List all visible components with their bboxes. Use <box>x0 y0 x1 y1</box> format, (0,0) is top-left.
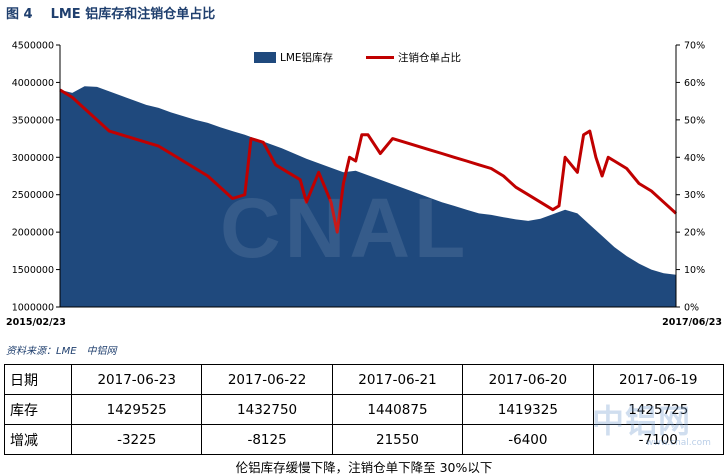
x-start-label: 2015/02/23 <box>6 317 66 328</box>
table-cell: 2017-06-21 <box>331 364 464 395</box>
left-tick-label: 4500000 <box>12 41 54 52</box>
figure-number: 图 4 <box>6 7 33 22</box>
right-tick-label: 20% <box>684 228 705 239</box>
table-cell: 1425725 <box>592 394 725 425</box>
caption: 伦铝库存缓慢下降，注销仓单下降至 30%以下 <box>235 460 493 475</box>
table-cell: -3225 <box>70 424 203 455</box>
table-cell: -6400 <box>462 424 594 455</box>
legend-area-swatch <box>254 52 276 63</box>
left-tick-label: 4000000 <box>12 78 54 89</box>
right-tick-label: 30% <box>684 190 705 201</box>
left-tick-label: 1000000 <box>12 303 54 314</box>
figure-title: 图 4 LME 铝库存和注销仓单占比 <box>6 3 215 22</box>
legend-line-label: 注销仓单占比 <box>398 51 461 64</box>
table-cell: 2017-06-23 <box>70 364 203 395</box>
table-row: 增减 -3225 -8125 21550 -6400 -7100 <box>4 424 725 455</box>
right-tick-label: 70% <box>684 41 705 52</box>
left-tick-label: 3000000 <box>12 153 54 164</box>
inventory-area <box>60 86 676 307</box>
table-cell: 1429525 <box>70 394 203 425</box>
logo-url: www.cnal.com <box>646 438 711 448</box>
table-row: 库存 1429525 1432750 1440875 1419325 1425725 <box>4 394 725 425</box>
right-tick-label: 60% <box>684 78 705 89</box>
data-table: 日期 2017-06-23 2017-06-22 2017-06-21 2017-06-… <box>4 364 725 455</box>
table-cell: 2017-06-22 <box>201 364 333 395</box>
right-tick-label: 40% <box>684 153 705 164</box>
right-tick-label: 0% <box>684 303 699 314</box>
table-row: 日期 2017-06-23 2017-06-22 2017-06-21 2017-06-… <box>4 364 725 395</box>
left-tick-label: 2000000 <box>12 228 54 239</box>
row-label: 库存 <box>4 394 72 425</box>
left-tick-label: 3500000 <box>12 115 54 126</box>
cancelled-warrant-line <box>59 88 678 234</box>
table-cell: 1419325 <box>462 394 594 425</box>
chart: 1000000 1500000 2000000 2500000 3000000 35000… <box>6 41 722 329</box>
table-cell: 21550 <box>331 424 464 455</box>
left-tick-label: 2500000 <box>12 190 54 201</box>
table-cell: 2017-06-19 <box>592 364 725 395</box>
right-tick-label: 10% <box>684 265 705 276</box>
source-note: 资料来源：LME 中铝网 <box>6 346 117 357</box>
figure-title-text: LME 铝库存和注销仓单占比 <box>50 7 216 22</box>
table-cell: -7100 <box>592 424 725 455</box>
table-cell: -8125 <box>201 424 333 455</box>
table-cell: 1440875 <box>331 394 464 425</box>
row-label: 日期 <box>4 364 72 395</box>
x-end-label: 2017/06/23 <box>662 317 722 328</box>
legend-area-label: LME铝库存 <box>280 51 334 64</box>
table-cell: 2017-06-20 <box>462 364 594 395</box>
table-cell: 1432750 <box>201 394 333 425</box>
row-label: 增减 <box>4 424 72 455</box>
right-tick-label: 50% <box>684 115 705 126</box>
left-tick-label: 1500000 <box>12 265 54 276</box>
